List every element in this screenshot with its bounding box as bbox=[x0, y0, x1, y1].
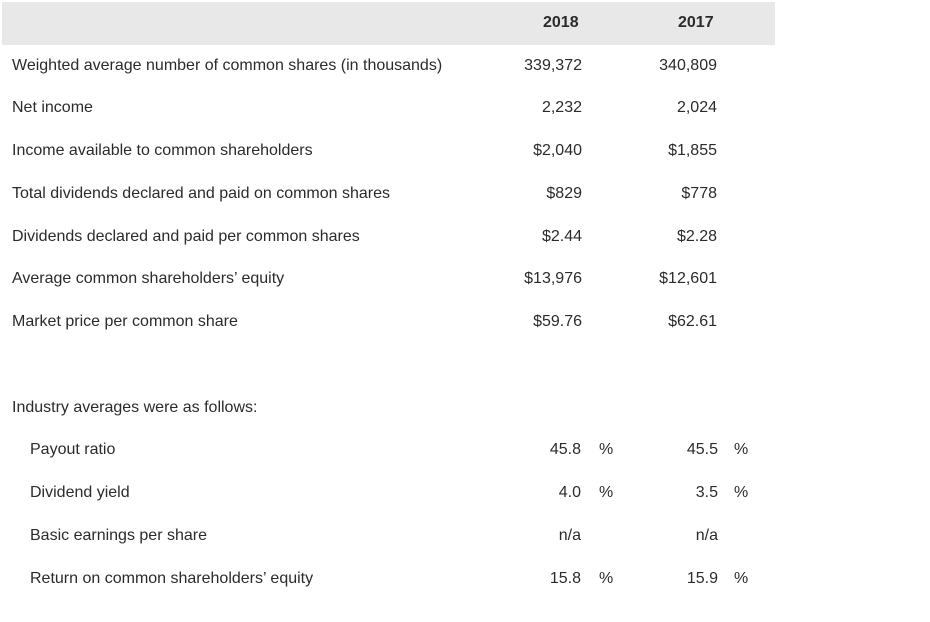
value-2018: $829 bbox=[546, 185, 582, 202]
value-2018: n/a bbox=[558, 527, 581, 544]
column-header-2017: 2017 bbox=[678, 14, 714, 31]
value-2018: 45.8 bbox=[549, 441, 581, 458]
value-2017: $1,855 bbox=[668, 142, 717, 159]
value-2018: $2.44 bbox=[541, 228, 582, 245]
row-label: Dividends declared and paid per common s… bbox=[12, 228, 360, 245]
row-label: Total dividends declared and paid on com… bbox=[12, 185, 391, 202]
row-label: Income available to common shareholders bbox=[12, 142, 313, 159]
row-label: Return on common shareholders’ equity bbox=[30, 570, 314, 587]
row-label: Average common shareholders’ equity bbox=[12, 270, 285, 287]
percent-sign: % bbox=[734, 441, 749, 458]
value-2018: $13,976 bbox=[524, 270, 582, 287]
percent-sign: % bbox=[734, 570, 749, 587]
value-2018: 2,232 bbox=[541, 99, 582, 116]
table-row: Dividend yield 4.0 % 3.5 % bbox=[0, 484, 930, 508]
value-2017: $2.28 bbox=[676, 228, 717, 245]
row-label: Payout ratio bbox=[30, 441, 116, 458]
percent-sign: % bbox=[734, 484, 749, 501]
value-2018: $59.76 bbox=[533, 313, 582, 330]
table-header bbox=[2, 2, 775, 45]
industry-heading: Industry averages were as follows: bbox=[12, 399, 258, 416]
percent-sign: % bbox=[599, 484, 614, 501]
value-2017: $778 bbox=[681, 185, 717, 202]
table-row: Dividends declared and paid per common s… bbox=[0, 228, 930, 252]
table-row: Net income 2,232 2,024 bbox=[0, 99, 930, 123]
value-2017: 45.5 bbox=[686, 441, 718, 458]
value-2018: 339,372 bbox=[524, 57, 582, 74]
table-row: Basic earnings per share n/a n/a bbox=[0, 527, 930, 551]
value-2017: 2,024 bbox=[676, 99, 717, 116]
table-row: Income available to common shareholders … bbox=[0, 142, 930, 166]
column-header-2018: 2018 bbox=[543, 14, 579, 31]
table-row: Average common shareholders’ equity $13,… bbox=[0, 270, 930, 294]
row-label: Weighted average number of common shares… bbox=[12, 57, 443, 74]
value-2017: 15.9 bbox=[686, 570, 718, 587]
value-2018: 4.0 bbox=[558, 484, 581, 501]
value-2017: 340,809 bbox=[659, 57, 717, 74]
table-row: Payout ratio 45.8 % 45.5 % bbox=[0, 441, 930, 465]
row-label: Net income bbox=[12, 99, 93, 116]
row-label: Basic earnings per share bbox=[30, 527, 207, 544]
row-label: Market price per common share bbox=[12, 313, 238, 330]
value-2018: 15.8 bbox=[549, 570, 581, 587]
percent-sign: % bbox=[599, 441, 614, 458]
value-2017: $12,601 bbox=[659, 270, 717, 287]
value-2017: n/a bbox=[695, 527, 718, 544]
percent-sign: % bbox=[599, 570, 614, 587]
table-row: Return on common shareholders’ equity 15… bbox=[0, 570, 930, 594]
table-row: Market price per common share $59.76 $62… bbox=[0, 313, 930, 337]
table-row: Total dividends declared and paid on com… bbox=[0, 185, 930, 209]
value-2017: $62.61 bbox=[668, 313, 717, 330]
row-label: Dividend yield bbox=[30, 484, 130, 501]
table-row: Weighted average number of common shares… bbox=[0, 57, 930, 81]
value-2017: 3.5 bbox=[695, 484, 718, 501]
value-2018: $2,040 bbox=[533, 142, 582, 159]
